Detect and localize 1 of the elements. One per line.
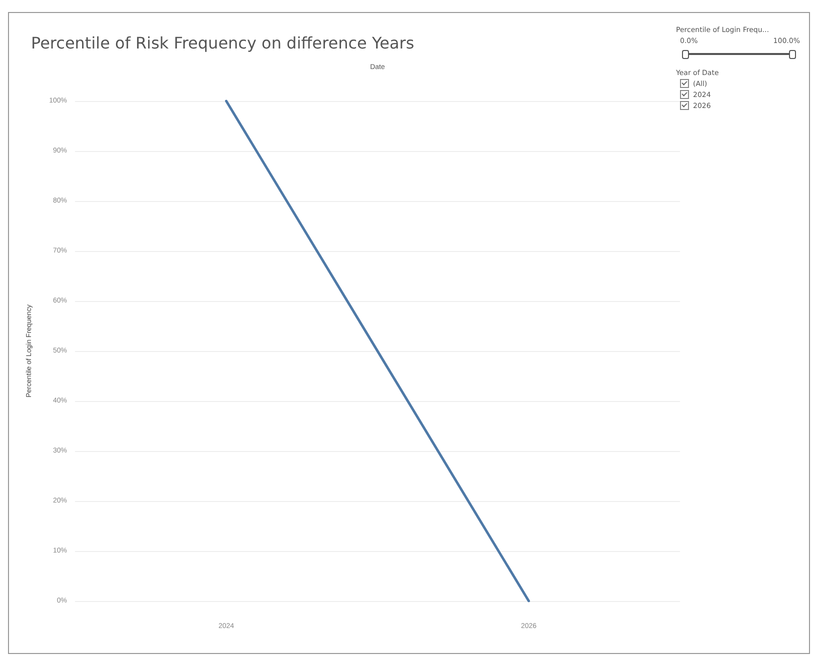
chart-title: Percentile of Risk Frequency on difference Years (31, 34, 414, 52)
